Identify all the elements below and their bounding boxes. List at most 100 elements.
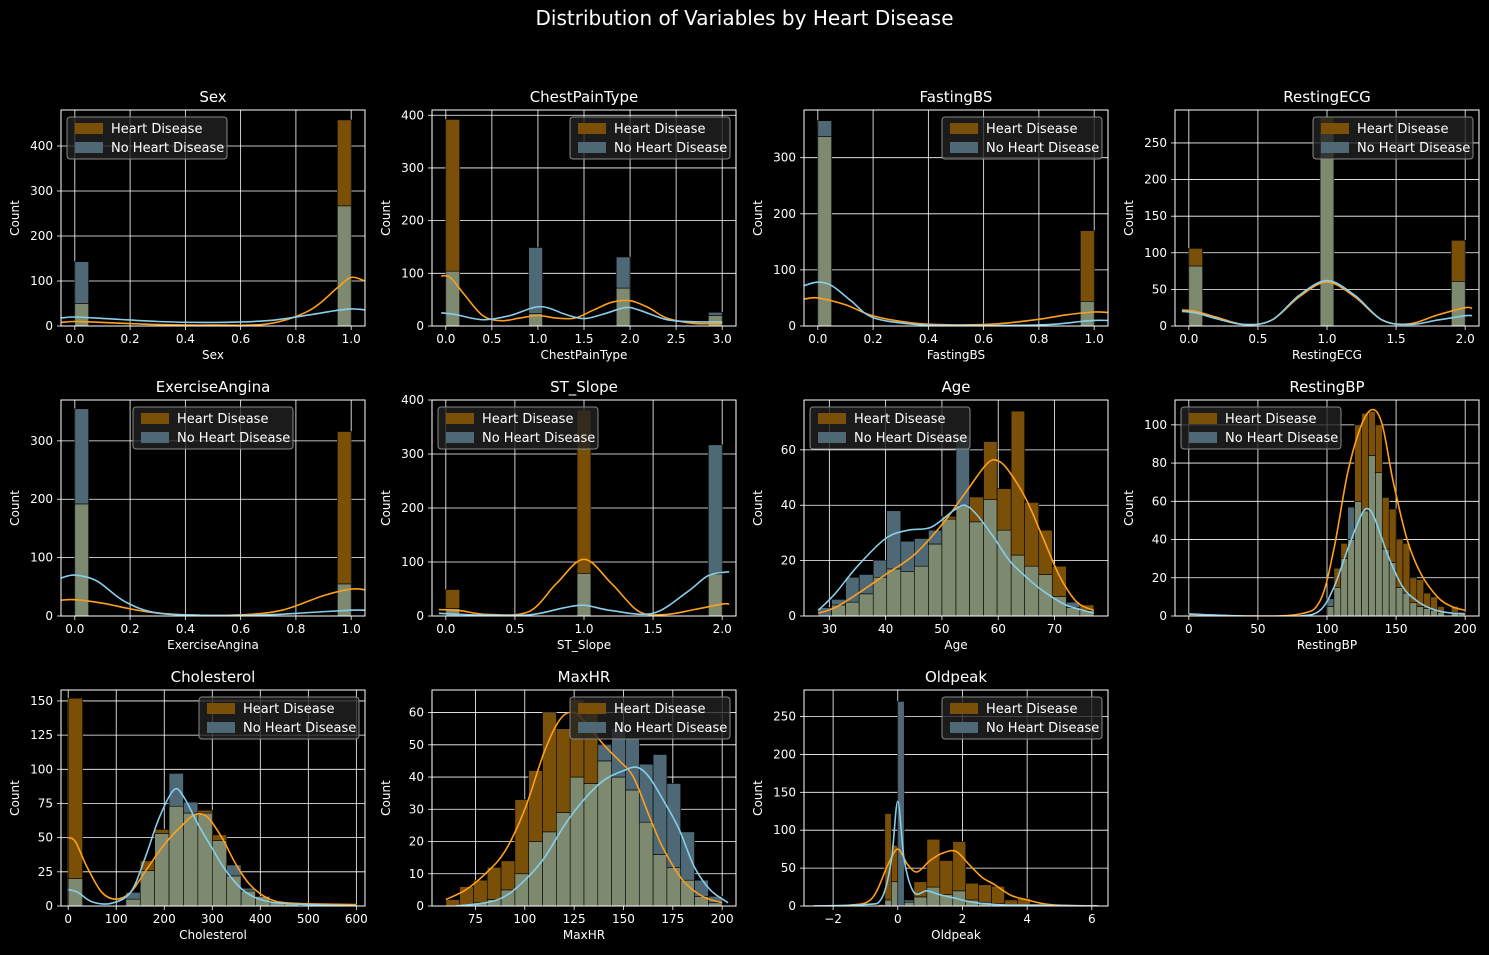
heart-disease-bar xyxy=(952,841,967,892)
x-axis-label: ST_Slope xyxy=(557,638,611,652)
legend-box xyxy=(66,116,228,160)
subplot-title: ExerciseAngina xyxy=(156,378,271,396)
y-tick-label: 300 xyxy=(401,447,424,461)
heart-disease-bar xyxy=(1361,413,1369,512)
subplot-chestpaintype: 0.0 0.5 1.0 1.5 2.0 2.5 3.0 0 100 200 300 400 ChestP… xyxy=(379,88,737,362)
heart-disease-bar xyxy=(473,879,488,904)
y-tick-label: 100 xyxy=(30,551,53,565)
heart-disease-kde-line xyxy=(67,812,357,906)
axes-frame xyxy=(1174,109,1480,327)
x-axis-label: Oldpeak xyxy=(931,928,981,942)
no-heart-disease-bar xyxy=(817,120,832,137)
legend-label: Heart Disease xyxy=(482,412,573,427)
kde-lines xyxy=(61,276,365,326)
overlap-bar xyxy=(884,899,892,906)
legend-swatch-no-heart-disease xyxy=(446,432,474,443)
x-tick-label: 30 xyxy=(822,622,837,636)
x-tick-label: 150 xyxy=(612,912,635,926)
x-tick-label: 3.0 xyxy=(713,332,732,346)
x-tick-label: 1.0 xyxy=(342,332,361,346)
legend: Heart Disease No Heart Disease xyxy=(1312,116,1474,160)
y-tick-label: 100 xyxy=(773,263,796,277)
x-axis-label: MaxHR xyxy=(563,928,605,942)
legend-swatch-no-heart-disease xyxy=(141,432,169,443)
x-tick-label: 0.8 xyxy=(1029,332,1048,346)
subplot-title: RestingBP xyxy=(1289,378,1364,396)
heart-disease-bar xyxy=(991,885,1005,905)
kde-lines xyxy=(1188,408,1466,616)
overlap-bar xyxy=(1347,539,1355,616)
subplot-title: Sex xyxy=(199,88,226,106)
overlap-bar xyxy=(1451,281,1466,326)
bars xyxy=(74,408,352,616)
legend: Heart Disease No Heart Disease xyxy=(569,116,731,160)
legend-label: No Heart Disease xyxy=(1357,141,1470,156)
axes-frame xyxy=(431,399,737,617)
y-axis-label: Count xyxy=(379,490,393,526)
heart-disease-bar xyxy=(939,860,954,895)
no-heart-disease-bar xyxy=(597,744,612,762)
legend-swatch-heart-disease xyxy=(578,123,606,134)
legend-swatch-heart-disease xyxy=(141,413,169,424)
overlap-bar xyxy=(168,805,184,906)
overlap-bar xyxy=(1416,606,1425,616)
overlap-bar xyxy=(1423,608,1431,616)
legend-label: No Heart Disease xyxy=(482,431,595,446)
no-heart-disease-bar xyxy=(845,576,860,603)
x-tick-label: 125 xyxy=(563,912,586,926)
x-tick-label: 400 xyxy=(249,912,272,926)
x-axis-label: Sex xyxy=(202,348,224,362)
y-tick-label: 200 xyxy=(773,747,796,761)
axes-frame xyxy=(803,399,1109,617)
overlap-bar xyxy=(913,896,928,906)
overlap-bar xyxy=(211,840,227,906)
kde-lines xyxy=(67,787,357,906)
overlap-bar xyxy=(125,898,141,906)
y-tick-label: 60 xyxy=(1152,494,1167,508)
no-heart-disease-bar xyxy=(666,783,682,868)
y-axis-label: Count xyxy=(751,200,765,236)
y-tick-label: 300 xyxy=(30,434,53,448)
y-tick-label: 0 xyxy=(788,319,796,333)
legend-swatch-no-heart-disease xyxy=(950,142,978,153)
overlap-bar xyxy=(1375,472,1383,616)
y-tick-label: 125 xyxy=(30,728,53,742)
y-tick-label: 0 xyxy=(416,609,424,623)
subplot-title: MaxHR xyxy=(558,668,611,686)
overlap-bar xyxy=(900,571,915,616)
bars xyxy=(445,119,723,326)
overlap-bar xyxy=(680,879,695,906)
bars xyxy=(817,410,1095,616)
heart-disease-bar xyxy=(1402,543,1411,594)
heart-disease-bar xyxy=(500,860,516,891)
axes-frame xyxy=(60,689,366,907)
kde-lines xyxy=(813,800,1099,906)
y-tick-label: 75 xyxy=(38,796,53,810)
heart-disease-bar xyxy=(1080,230,1095,302)
legend-label: Heart Disease xyxy=(854,412,945,427)
legend-label: No Heart Disease xyxy=(986,141,1099,156)
y-tick-label: 250 xyxy=(1144,136,1167,150)
legend-label: No Heart Disease xyxy=(243,721,356,736)
subplot-title: ChestPainType xyxy=(530,88,639,106)
x-tick-label: 2.5 xyxy=(667,332,686,346)
heart-disease-kde-line xyxy=(438,558,730,616)
y-tick-label: 250 xyxy=(773,710,796,724)
no-heart-disease-bar xyxy=(694,879,709,897)
overlap-bar xyxy=(983,499,998,616)
overlap-bar xyxy=(1361,510,1369,616)
legend: Heart Disease No Heart Disease xyxy=(198,696,360,740)
heart-disease-bar xyxy=(445,119,460,272)
x-tick-label: 500 xyxy=(297,912,320,926)
x-tick-label: 1.0 xyxy=(528,332,547,346)
y-tick-label: 300 xyxy=(30,184,53,198)
axes-frame xyxy=(60,109,366,327)
y-tick-label: 50 xyxy=(1152,282,1167,296)
legend-box xyxy=(1312,116,1474,160)
subplot-title: Oldpeak xyxy=(925,668,987,686)
overlap-bar xyxy=(1395,587,1404,616)
y-axis-label: Count xyxy=(379,200,393,236)
legend-label: Heart Disease xyxy=(177,412,268,427)
no-heart-disease-bar xyxy=(74,261,89,304)
heart-disease-bar xyxy=(1451,240,1466,282)
